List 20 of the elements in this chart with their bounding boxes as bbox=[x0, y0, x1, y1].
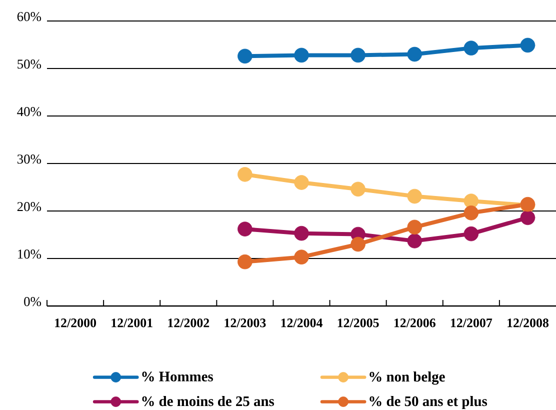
x-tick-label: 12/2004 bbox=[281, 318, 322, 328]
y-tick-label: 20% bbox=[17, 202, 42, 212]
legend-label: % Hommes bbox=[142, 372, 214, 382]
y-tick-label: 30% bbox=[17, 154, 42, 164]
x-tick-label: 12/2002 bbox=[168, 318, 210, 328]
y-tick-label: 60% bbox=[17, 12, 42, 22]
legend-label: % de moins de 25 ans bbox=[142, 396, 274, 406]
x-tick-label: 12/2005 bbox=[338, 318, 379, 328]
x-tick-label: 12/2000 bbox=[55, 318, 96, 328]
y-tick-label: 10% bbox=[18, 250, 42, 259]
legend-label: % non belge bbox=[370, 371, 445, 385]
y-tick-label: 40% bbox=[17, 107, 42, 116]
legend-label: % de 50 ans et plus bbox=[370, 396, 488, 410]
y-tick-label: 0% bbox=[24, 297, 42, 306]
x-tick-label: 12/2001 bbox=[112, 318, 152, 328]
x-tick-label: 12/2008 bbox=[508, 318, 549, 328]
x-tick-label: 12/2006 bbox=[394, 318, 436, 328]
x-tick-label: 12/2007 bbox=[450, 318, 492, 328]
x-tick-label: 12/2003 bbox=[224, 318, 266, 328]
y-tick-label: 50% bbox=[18, 60, 42, 69]
